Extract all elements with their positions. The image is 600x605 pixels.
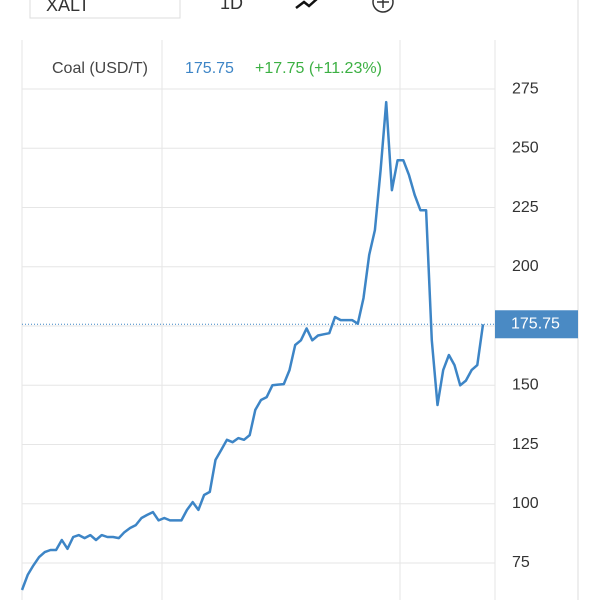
y-tick-label: 75 — [512, 554, 530, 571]
symbol-box[interactable] — [29, 0, 181, 19]
last-price-tag — [495, 310, 578, 339]
last-price-label: 175.75 — [511, 315, 560, 332]
legend-name: Coal (USD/T) — [52, 60, 148, 77]
y-tick-label: 250 — [512, 140, 539, 157]
y-tick-label: 225 — [512, 199, 539, 216]
y-tick-label: 100 — [512, 495, 539, 512]
chart-type-icon[interactable] — [295, 0, 318, 9]
add-icon[interactable] — [372, 0, 394, 13]
legend-price: 175.75 — [185, 60, 234, 77]
add-icon-plus — [377, 0, 389, 8]
y-tick-label: 275 — [512, 80, 539, 97]
legend-change: +17.75 (+11.23%) — [255, 60, 382, 77]
y-tick-label: 125 — [512, 436, 539, 453]
y-tick-label: 150 — [512, 377, 539, 394]
price-line — [20, 100, 485, 591]
range-button[interactable]: 1D — [220, 0, 243, 13]
symbol: XALT — [46, 0, 90, 15]
y-tick-label: 200 — [512, 258, 539, 275]
